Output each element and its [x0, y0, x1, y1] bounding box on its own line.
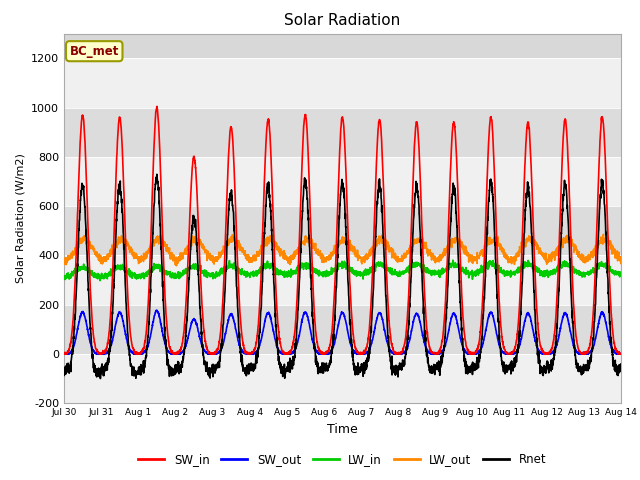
Line: SW_out: SW_out: [64, 310, 621, 354]
Rnet: [617, 361, 625, 367]
Rnet: [157, 241, 164, 247]
Rnet: [547, 362, 554, 368]
Rnet: [97, 376, 104, 382]
SW_in: [547, 348, 554, 354]
Bar: [64, 305, 621, 354]
Bar: [64, 255, 621, 305]
Title: Solar Radiation: Solar Radiation: [284, 13, 401, 28]
SW_in: [298, 160, 306, 166]
Line: LW_out: LW_out: [64, 234, 621, 265]
Rnet: [606, 328, 614, 334]
LW_in: [60, 276, 68, 282]
LW_out: [173, 263, 180, 268]
LW_out: [298, 241, 306, 247]
LW_out: [617, 261, 625, 266]
LW_in: [606, 267, 614, 273]
SW_in: [60, 350, 68, 356]
Bar: [64, 354, 621, 403]
Y-axis label: Solar Radiation (W/m2): Solar Radiation (W/m2): [15, 154, 26, 283]
SW_out: [157, 321, 164, 327]
LW_out: [600, 231, 607, 237]
LW_out: [157, 235, 164, 241]
Legend: SW_in, SW_out, LW_in, LW_out, Rnet: SW_in, SW_out, LW_in, LW_out, Rnet: [134, 449, 551, 471]
Rnet: [60, 369, 68, 375]
SW_in: [617, 351, 625, 357]
SW_out: [298, 319, 306, 325]
SW_in: [153, 104, 161, 109]
Rnet: [124, 330, 132, 336]
LW_in: [547, 268, 554, 274]
SW_out: [274, 345, 282, 351]
LW_out: [274, 246, 282, 252]
Rnet: [153, 171, 161, 177]
Line: Rnet: Rnet: [64, 174, 621, 379]
Rnet: [298, 216, 306, 222]
X-axis label: Time: Time: [327, 422, 358, 436]
LW_in: [124, 269, 132, 275]
SW_in: [606, 290, 614, 296]
SW_out: [546, 350, 554, 356]
LW_in: [157, 265, 164, 271]
LW_out: [606, 240, 614, 246]
Text: BC_met: BC_met: [70, 45, 119, 58]
LW_in: [617, 271, 625, 276]
LW_in: [274, 267, 282, 273]
SW_in: [124, 292, 132, 298]
SW_in: [274, 321, 282, 326]
Line: LW_in: LW_in: [64, 260, 621, 281]
LW_in: [96, 278, 104, 284]
SW_out: [124, 340, 131, 346]
SW_out: [60, 351, 68, 357]
LW_out: [124, 239, 131, 245]
Bar: [64, 108, 621, 157]
Bar: [64, 58, 621, 108]
LW_in: [298, 261, 306, 267]
Bar: [64, 157, 621, 206]
SW_out: [153, 307, 161, 313]
LW_in: [449, 257, 457, 263]
Line: SW_in: SW_in: [64, 107, 621, 354]
SW_out: [617, 351, 625, 357]
Rnet: [274, 351, 282, 357]
Bar: [64, 206, 621, 255]
SW_in: [157, 180, 164, 186]
SW_out: [606, 339, 614, 345]
LW_out: [60, 256, 68, 262]
SW_in: [63, 351, 70, 357]
LW_out: [546, 256, 554, 262]
